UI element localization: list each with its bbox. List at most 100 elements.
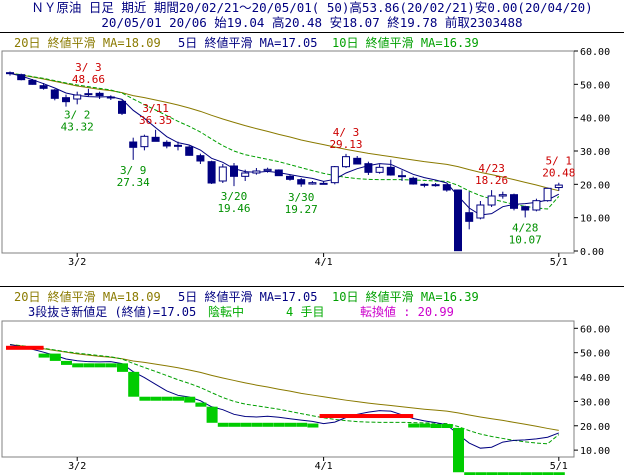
annotation-date: 4/23 <box>478 162 505 175</box>
annotation-date: 3/ 9 <box>120 164 147 177</box>
candle-up <box>252 170 261 174</box>
signal-down-block <box>161 396 173 401</box>
y-tick-label: 40.00 <box>580 114 610 125</box>
annotation-date: 3/ 2 <box>64 108 91 121</box>
chart-header-line2: 20/05/01 20/06 始19.04 高20.48 安18.07 終19.… <box>101 15 523 30</box>
candle-down <box>95 92 104 97</box>
chart-header-line1: ＮＹ原油 日足 期近 期間20/02/21～20/05/01( 50)高53.8… <box>31 0 593 15</box>
signal-up-block <box>6 345 44 350</box>
annotation-date: 3/30 <box>288 191 315 204</box>
legend-ma20: 20日 終値平滑 MA=18.09 <box>14 36 161 50</box>
candle-down <box>353 157 362 165</box>
annotation-date: 5/ 1 <box>546 155 573 168</box>
candle-up <box>342 156 350 168</box>
ma20-line <box>9 72 559 192</box>
legend-ma10: 10日 終値平滑 MA=16.39 <box>332 36 479 50</box>
candle-up <box>554 184 563 189</box>
annotation-date: 4/28 <box>512 221 539 234</box>
candle-down <box>6 72 14 75</box>
candle-up <box>218 166 227 182</box>
signal-chart: 60.00 50.00 40.00 30.00 20.00 10.00 3/2 4/1 5/1 <box>1 320 610 475</box>
signal-count: 4 手目 <box>286 305 325 319</box>
signal-down-block <box>72 363 84 368</box>
candle-down <box>106 96 115 99</box>
annotation-value: 19.46 <box>217 202 250 215</box>
signal-down-block <box>419 423 431 428</box>
x-tick-label-lower: 5/1 <box>550 461 568 472</box>
candle-up <box>532 200 541 211</box>
candle-down <box>39 85 48 89</box>
candle-down <box>286 175 294 180</box>
y-tick-label-lower: 40.00 <box>580 373 610 384</box>
annotation-value: 19.27 <box>285 203 318 216</box>
plot-frame-lower <box>1 320 575 458</box>
candle-down <box>510 194 518 209</box>
candle-down <box>129 141 138 148</box>
candle-down <box>17 74 26 81</box>
candle-up <box>543 187 552 202</box>
signal-down-block <box>453 427 464 473</box>
candle-down <box>420 183 429 186</box>
annotation-date: 3/20 <box>221 190 248 203</box>
signal-down-block <box>441 424 453 429</box>
candle-down <box>196 155 205 162</box>
signal-down-block <box>217 422 229 427</box>
candle-down <box>465 212 474 222</box>
signal-down-block <box>94 363 106 368</box>
ma5-line <box>9 72 560 216</box>
x-tick-label-lower: 4/1 <box>315 461 333 472</box>
x-tick-label: 5/1 <box>550 257 568 268</box>
y-tick-label-lower: 50.00 <box>580 349 610 360</box>
candle-up <box>498 194 507 197</box>
annotation-value: 10.07 <box>509 233 542 246</box>
candle-up <box>84 93 93 96</box>
annotation-date: 3/ 3 <box>75 61 102 74</box>
candle-down <box>364 163 373 173</box>
candle-up <box>263 168 272 172</box>
candle-down <box>50 89 59 99</box>
signal-method: 3段抜き新値足 (終値)=17.05 <box>28 305 197 319</box>
candle-down <box>151 136 160 142</box>
annotation-date: 3/11 <box>142 102 169 115</box>
annotation-value: 36.35 <box>139 114 172 127</box>
y-tick-label-lower: 60.00 <box>580 324 610 335</box>
signal-down-block <box>262 422 274 427</box>
candle-down <box>274 169 283 177</box>
candle-up <box>319 182 328 185</box>
signal-down-block <box>408 423 420 428</box>
signal-down-block <box>430 424 442 429</box>
signal-down-block <box>61 360 72 365</box>
candle-down <box>162 141 171 147</box>
annotation-value: 43.32 <box>61 120 94 133</box>
candle-up <box>308 182 317 185</box>
candle-down <box>409 177 418 185</box>
signal-down-block <box>139 396 151 401</box>
signal-down-block <box>184 396 196 403</box>
signal-up-block <box>319 414 414 419</box>
annotation-value: 48.66 <box>72 73 105 86</box>
signal-down-block <box>307 423 319 428</box>
y-tick-label-lower: 10.00 <box>580 446 610 457</box>
candle-up <box>431 184 440 187</box>
signal-down-block <box>229 422 240 427</box>
signal-state: 陰転中 <box>208 305 245 319</box>
candle-down <box>297 179 306 185</box>
candle-down <box>28 79 37 85</box>
candle-down <box>521 206 530 211</box>
y-tick-label-lower: 20.00 <box>580 422 610 433</box>
signal-down-block <box>83 363 95 368</box>
candle-up <box>476 204 485 219</box>
candle-up <box>330 166 339 184</box>
signal-pane: 20日 終値平滑 MA=18.09 5日 終値平滑 MA=17.05 10日 終… <box>0 286 624 475</box>
y-tick-label-lower: 30.00 <box>580 397 610 408</box>
signal-down-block <box>128 371 140 397</box>
y-tick-label: 50.00 <box>580 80 610 91</box>
plot-frame <box>1 50 575 254</box>
x-tick-label: 3/2 <box>68 257 86 268</box>
signal-down-block <box>206 406 218 423</box>
candlestick-chart: 60.00 50.00 40.00 30.00 20.00 10.00 0.00 3/2 4/1… <box>1 47 610 268</box>
candle-up <box>241 172 250 177</box>
candle-down <box>398 175 406 178</box>
candle-down <box>230 165 238 177</box>
candle-down <box>207 161 216 184</box>
